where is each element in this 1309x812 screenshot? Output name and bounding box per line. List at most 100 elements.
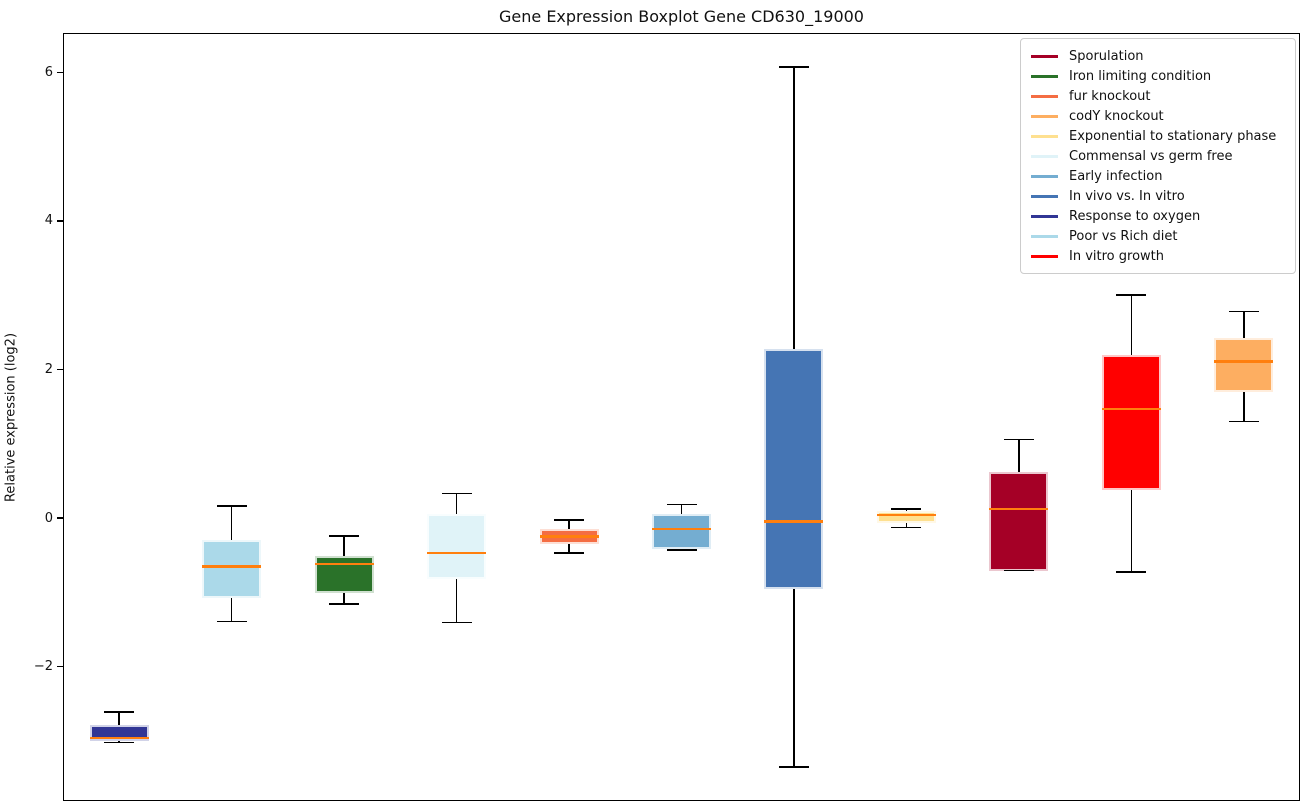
boxplot-box	[427, 513, 487, 579]
legend-label: Response to oxygen	[1069, 208, 1201, 224]
legend-label: Early infection	[1069, 168, 1163, 184]
legend: Sporulation Iron limiting condition fur kn…	[1020, 38, 1296, 274]
boxplot-box	[314, 555, 374, 594]
median-line	[652, 527, 711, 531]
legend-item-sporulation: Sporulation	[1031, 46, 1285, 66]
lower-whisker-cap	[666, 549, 697, 551]
lower-whisker-cap	[554, 552, 585, 554]
y-tick-mark	[57, 368, 63, 371]
lower-whisker	[1243, 391, 1245, 422]
legend-item-in-vitro-growth: In vitro growth	[1031, 246, 1285, 266]
lower-whisker	[793, 589, 795, 767]
y-axis-label: Relative expression (log2)	[3, 332, 19, 503]
lower-whisker-cap	[216, 620, 247, 622]
upper-whisker	[905, 509, 908, 512]
upper-whisker	[1130, 295, 1133, 356]
legend-item-commensal-vs-germ-free: Commensal vs germ free	[1031, 146, 1285, 166]
lower-whisker	[343, 593, 345, 605]
boxplot-box	[1214, 337, 1274, 392]
upper-whisker-cap	[778, 66, 809, 68]
median-line	[314, 562, 374, 566]
median-line	[764, 520, 824, 523]
legend-label: Iron limiting condition	[1069, 68, 1212, 84]
legend-label: Exponential to stationary phase	[1069, 128, 1277, 144]
upper-whisker-cap	[1003, 438, 1034, 441]
legend-label: In vivo vs. In vitro	[1069, 188, 1185, 204]
upper-whisker-cap	[104, 711, 135, 713]
upper-whisker	[343, 535, 345, 556]
y-tick-mark	[57, 71, 63, 74]
upper-whisker	[455, 493, 458, 514]
median-line	[1101, 407, 1161, 411]
legend-label: codY knockout	[1069, 108, 1164, 124]
lower-whisker-cap	[1228, 420, 1259, 423]
upper-whisker-cap	[1228, 310, 1259, 313]
y-tick-label: 2	[44, 361, 53, 377]
legend-label: Sporulation	[1069, 48, 1144, 64]
upper-whisker-cap	[666, 503, 697, 506]
median-line	[539, 535, 599, 538]
upper-whisker	[680, 504, 683, 515]
upper-whisker	[1018, 439, 1020, 472]
boxplot-box	[1101, 355, 1161, 490]
lower-whisker-cap	[329, 603, 360, 605]
legend-swatch-icon	[1031, 114, 1058, 118]
chart-title: Gene Expression Boxplot Gene CD630_19000	[499, 7, 864, 26]
legend-swatch-icon	[1031, 254, 1058, 258]
legend-item-early-infection: Early infection	[1031, 166, 1285, 186]
upper-whisker-cap	[554, 519, 585, 521]
boxplot-box	[876, 511, 936, 524]
upper-whisker-cap	[1116, 294, 1147, 296]
lower-whisker-cap	[1116, 571, 1147, 573]
upper-whisker-cap	[891, 508, 922, 510]
upper-whisker	[793, 67, 795, 349]
lower-whisker-cap	[891, 526, 922, 529]
y-tick-mark	[57, 220, 63, 222]
legend-item-in-vivo-vs-in-vitro: In vivo vs. In vitro	[1031, 186, 1285, 206]
y-tick-mark	[57, 517, 63, 519]
legend-label: fur knockout	[1069, 88, 1151, 104]
legend-swatch-icon	[1031, 134, 1058, 138]
legend-swatch-icon	[1031, 214, 1058, 218]
upper-whisker-cap	[441, 492, 472, 495]
lower-whisker	[1130, 489, 1133, 573]
y-tick-mark	[57, 665, 63, 668]
legend-label: In vitro growth	[1069, 248, 1164, 264]
y-tick-label: 6	[44, 64, 53, 80]
lower-whisker	[455, 578, 458, 623]
boxplot-box	[989, 471, 1049, 571]
legend-swatch-icon	[1031, 54, 1058, 58]
median-line	[89, 736, 149, 740]
legend-item-iron-limiting-condition: Iron limiting condition	[1031, 66, 1285, 86]
legend-swatch-icon	[1031, 234, 1058, 238]
median-line	[1214, 360, 1274, 363]
upper-whisker	[230, 506, 233, 540]
lower-whisker	[568, 544, 570, 553]
lower-whisker	[230, 598, 233, 622]
lower-whisker-cap	[441, 621, 472, 624]
legend-label: Commensal vs germ free	[1069, 148, 1233, 164]
lower-whisker-cap	[104, 741, 135, 744]
lower-whisker	[905, 523, 908, 528]
legend-item-response-to-oxygen: Response to oxygen	[1031, 206, 1285, 226]
legend-item-cody-knockout: codY knockout	[1031, 106, 1285, 126]
y-tick-label: 0	[44, 510, 53, 526]
legend-item-fur-knockout: fur knockout	[1031, 86, 1285, 106]
upper-whisker-cap	[329, 535, 360, 537]
median-line	[427, 551, 487, 555]
boxplot-box	[202, 539, 262, 599]
legend-swatch-icon	[1031, 74, 1058, 78]
legend-swatch-icon	[1031, 154, 1058, 158]
legend-label: Poor vs Rich diet	[1069, 228, 1178, 244]
upper-whisker	[568, 520, 570, 530]
upper-whisker	[1243, 311, 1245, 338]
lower-whisker-cap	[778, 766, 809, 768]
upper-whisker	[118, 711, 120, 726]
median-line	[202, 565, 262, 568]
legend-item-poor-vs-rich-diet: Poor vs Rich diet	[1031, 226, 1285, 246]
y-tick-label: 4	[44, 213, 53, 229]
legend-swatch-icon	[1031, 194, 1058, 198]
y-tick-label: −2	[33, 659, 53, 675]
legend-swatch-icon	[1031, 174, 1058, 178]
